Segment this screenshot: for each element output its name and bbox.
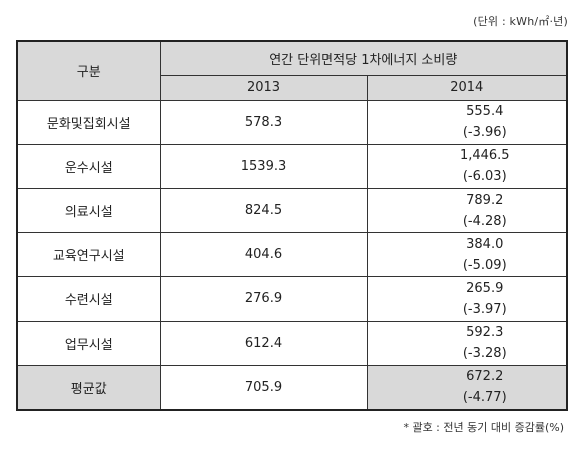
category-header: 구분 [16,40,161,101]
average-2013-cell: 705.9 [159,364,368,411]
value-2014-cell: 384.0 (-5.09) [366,232,568,278]
change-rate: (-3.96) [462,125,507,141]
value-2014-cell: 265.9 (-3.97) [366,276,568,322]
group-header: 연간 단위면적당 1차에너지 소비량 [159,40,568,76]
average-row: 평균값 705.9 672.2 (-4.77) [16,364,568,411]
value-2014: 265.9 [466,280,504,296]
category-cell: 의료시설 [16,187,161,234]
value-2014: 789.2 [466,192,504,208]
value-2013-cell: 404.6 [159,232,368,278]
table-row: 업무시설 612.4 592.3 (-3.28) [16,320,568,366]
value-2014: 384.0 [466,236,504,252]
unit-note: (단위 : kWh/㎡·년) [473,15,568,28]
value-2014: 592.3 [466,325,504,341]
value-2014-cell: 555.4 (-3.96) [366,99,568,145]
value-2014: 555.4 [466,104,504,120]
value-2013-cell: 1539.3 [159,143,368,189]
table-row: 의료시설 824.5 789.2 (-4.28) [16,187,568,234]
change-rate: (-5.09) [462,257,507,273]
value-2013-cell: 578.3 [159,99,368,145]
table-row: 교육연구시설 404.6 384.0 (-5.09) [16,232,568,278]
footnote: * 괄호 : 전년 동기 대비 증감률(%) [403,421,564,434]
value-2014-cell: 789.2 (-4.28) [366,187,568,234]
value-2013-cell: 612.4 [159,320,368,366]
energy-consumption-table: 구분 연간 단위면적당 1차에너지 소비량 2013 2014 문화및집회시설 … [16,40,569,411]
value-2013-cell: 276.9 [159,276,368,322]
category-cell: 운수시설 [16,143,161,189]
year-2014-header: 2014 [366,74,568,101]
table-row: 운수시설 1539.3 1,446.5 (-6.03) [16,143,568,189]
category-cell: 교육연구시설 [16,232,161,278]
change-rate: (-6.03) [462,169,507,185]
change-rate: (-4.28) [462,213,507,229]
value-2014-cell: 1,446.5 (-6.03) [366,143,568,189]
value-2014-cell: 592.3 (-3.28) [366,320,568,366]
value-2013-cell: 824.5 [159,187,368,234]
year-2013-header: 2013 [159,74,368,101]
average-change-rate: (-4.77) [462,390,507,406]
average-label: 평균값 [16,364,161,411]
table-row: 수련시설 276.9 265.9 (-3.97) [16,276,568,322]
category-cell: 수련시설 [16,276,161,322]
average-2014-cell: 672.2 (-4.77) [366,364,568,411]
average-2014: 672.2 [466,369,504,385]
change-rate: (-3.28) [462,346,507,362]
category-cell: 문화및집회시설 [16,99,161,145]
change-rate: (-3.97) [462,301,507,317]
value-2014: 1,446.5 [459,148,510,164]
table-row: 문화및집회시설 578.3 555.4 (-3.96) [16,99,568,145]
category-cell: 업무시설 [16,320,161,366]
